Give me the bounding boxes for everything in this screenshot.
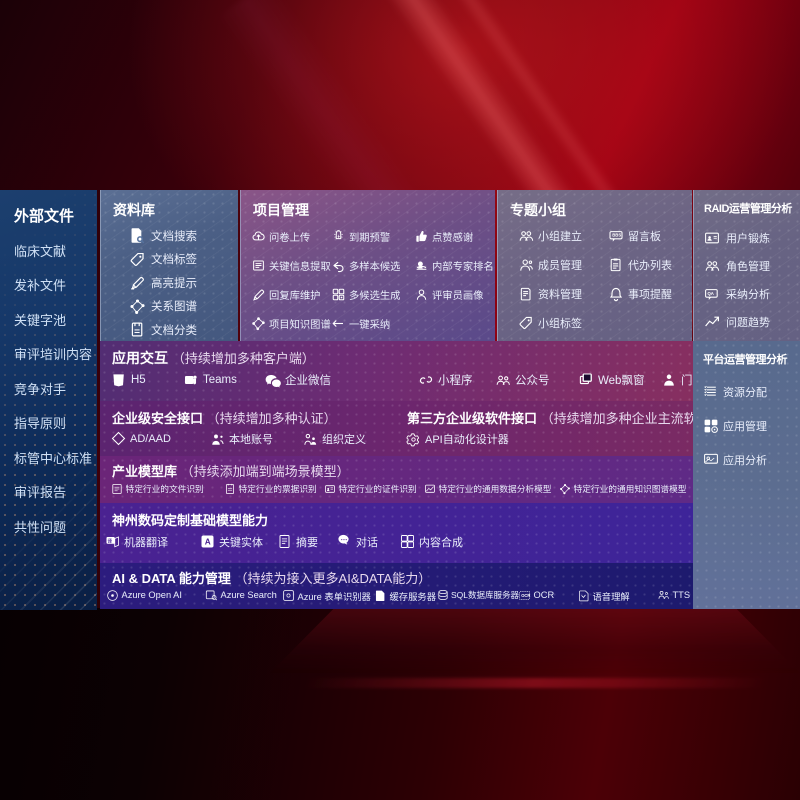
svg-text:译: 译 <box>107 537 112 544</box>
svg-text:QA: QA <box>707 291 713 296</box>
svg-text:A: A <box>205 538 211 547</box>
svg-text:OCR: OCR <box>521 592 530 597</box>
